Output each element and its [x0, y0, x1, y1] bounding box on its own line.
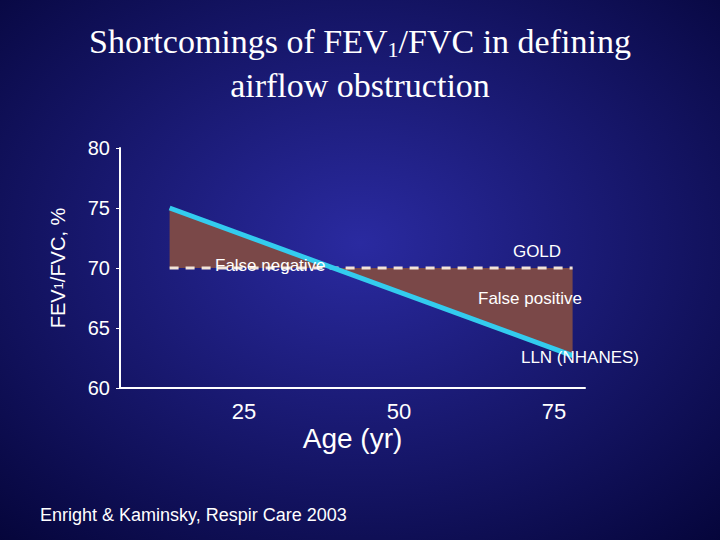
svg-text:25: 25: [232, 399, 256, 424]
svg-text:70: 70: [88, 257, 110, 279]
svg-text:False positive: False positive: [478, 289, 582, 308]
svg-text:FEV: FEV: [47, 289, 69, 329]
svg-text:False negative: False negative: [215, 256, 326, 275]
svg-text:/FVC in defining: /FVC in defining: [399, 23, 631, 60]
svg-text:Age (yr): Age (yr): [303, 423, 403, 454]
svg-text:75: 75: [542, 399, 566, 424]
svg-text:1: 1: [388, 37, 399, 62]
svg-text:80: 80: [88, 137, 110, 159]
svg-text:Enright & Kaminsky, Respir Car: Enright & Kaminsky, Respir Care 2003: [40, 505, 347, 525]
svg-text:GOLD: GOLD: [513, 242, 561, 261]
svg-text:50: 50: [387, 399, 411, 424]
svg-text:1: 1: [51, 282, 66, 289]
svg-text:60: 60: [88, 377, 110, 399]
svg-text:Shortcomings of FEV: Shortcomings of FEV: [89, 23, 388, 60]
svg-text:75: 75: [88, 197, 110, 219]
svg-text:/FVC, %: /FVC, %: [47, 207, 69, 282]
svg-text:65: 65: [88, 317, 110, 339]
svg-text:LLN (NHANES): LLN (NHANES): [521, 348, 639, 367]
svg-text:airflow obstruction: airflow obstruction: [230, 67, 490, 104]
